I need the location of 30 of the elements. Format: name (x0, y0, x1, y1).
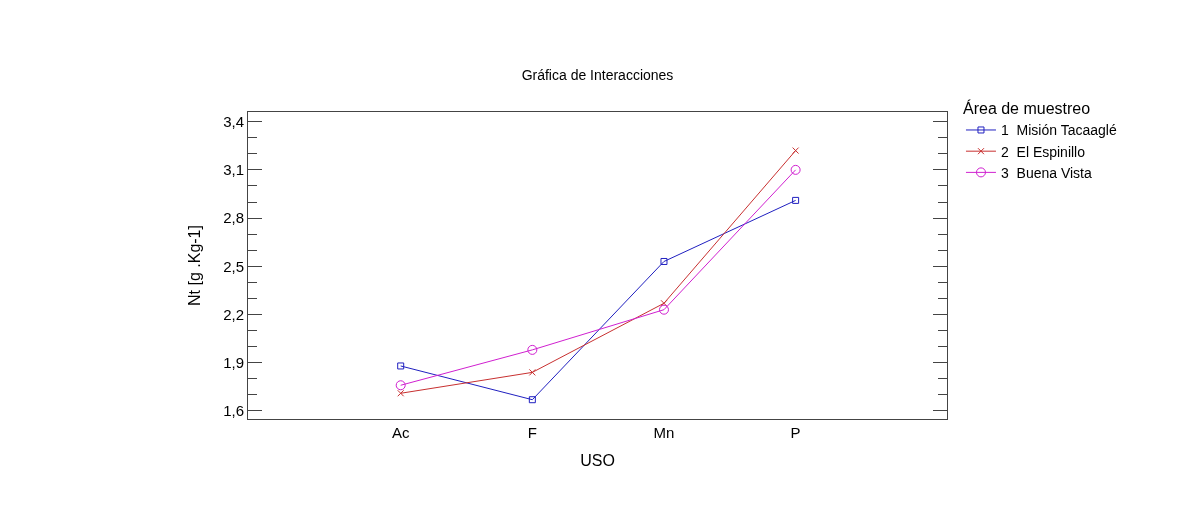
y-tick-label: 2,8 (223, 209, 244, 227)
x-tick-label: Ac (391, 424, 410, 441)
x-axis-title: USO (580, 451, 615, 469)
chart-title: Gráfica de Interacciones (521, 66, 674, 83)
point (527, 344, 538, 355)
y-tick-label: 1,9 (223, 353, 244, 371)
y-tick-label: 3,1 (223, 161, 244, 179)
y-tick-label: 3,4 (223, 112, 244, 130)
legend-label: 3 Buena Vista (1000, 164, 1092, 181)
y-tick-label: 2,5 (223, 257, 244, 275)
point (397, 362, 405, 370)
point (395, 380, 406, 391)
y-tick-label: 2,2 (223, 305, 244, 323)
point (792, 196, 800, 204)
point (528, 368, 536, 376)
point (792, 147, 800, 155)
point (790, 164, 801, 175)
legend-label: 2 El Espinillo (1000, 143, 1086, 160)
x-tick-label: P (790, 424, 801, 441)
point (528, 396, 536, 404)
point (660, 257, 668, 265)
legend-title: Área de muestreo (962, 99, 1091, 118)
point (660, 299, 668, 307)
x-tick-label: F (527, 424, 537, 441)
x-tick-label: Mn (653, 424, 675, 441)
point (397, 389, 405, 397)
point (658, 304, 669, 315)
y-tick-label: 1,6 (223, 402, 244, 420)
y-axis-title: Nt [g .Kg-1] (186, 225, 204, 306)
legend-label: 1 Misión Tacaaglé (1000, 122, 1117, 139)
